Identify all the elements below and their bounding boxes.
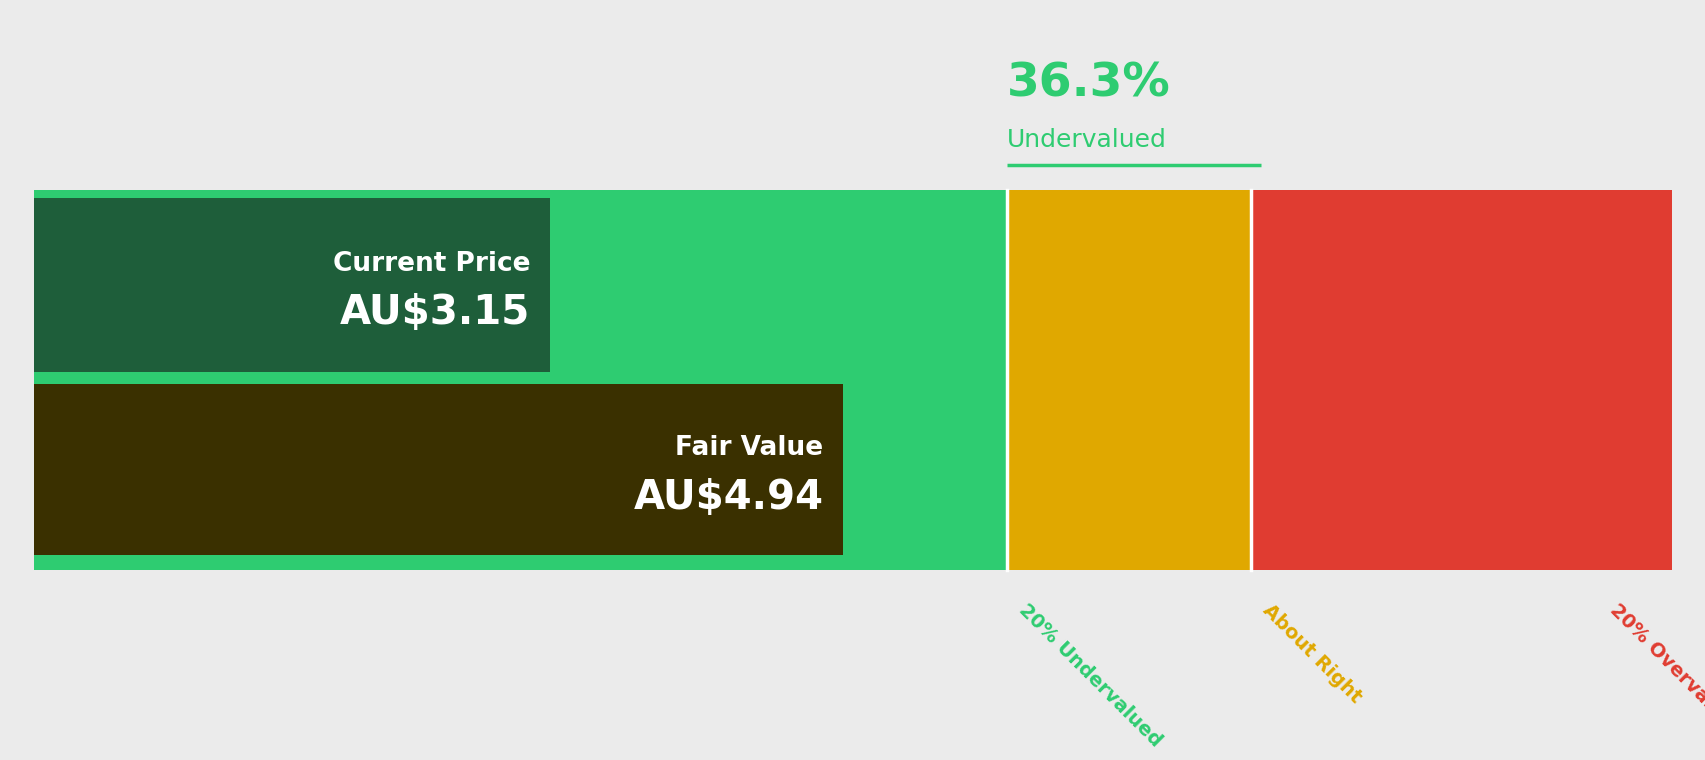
Bar: [34, 384, 842, 555]
Bar: [34, 198, 549, 372]
Text: About Right: About Right: [1258, 600, 1364, 707]
Text: Current Price: Current Price: [332, 251, 530, 277]
Text: 20% Overvalued: 20% Overvalued: [1606, 600, 1705, 740]
Text: 20% Undervalued: 20% Undervalued: [1014, 600, 1165, 751]
Bar: [1250, 190, 1671, 570]
Text: AU$4.94: AU$4.94: [633, 478, 824, 518]
Text: Fair Value: Fair Value: [675, 435, 824, 461]
Text: Undervalued: Undervalued: [1006, 128, 1166, 152]
Text: AU$3.15: AU$3.15: [339, 293, 530, 334]
Text: 36.3%: 36.3%: [1006, 62, 1170, 106]
Bar: [1006, 190, 1250, 570]
Bar: [34, 190, 1006, 570]
